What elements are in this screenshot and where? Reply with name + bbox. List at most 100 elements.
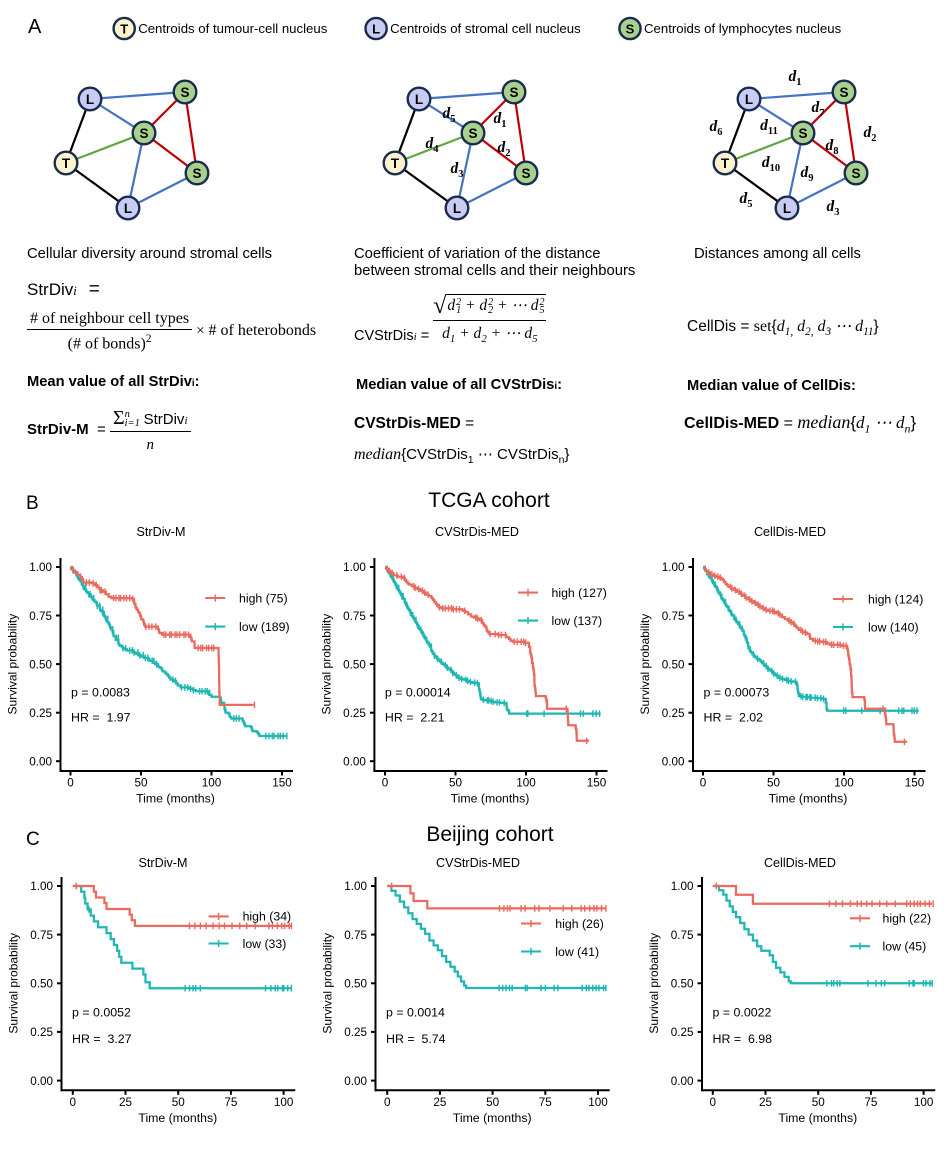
svg-text:S: S (139, 126, 148, 141)
svg-text:S: S (626, 21, 635, 36)
svg-text:CellDis-MED: CellDis-MED (754, 525, 826, 539)
svg-text:p = 0.00014: p = 0.00014 (385, 686, 451, 700)
svg-text:S: S (521, 166, 530, 181)
svg-text:75: 75 (539, 1096, 553, 1109)
svg-text:L: L (745, 92, 753, 107)
svg-text:d5: d5 (443, 105, 456, 125)
svg-text:Survival probability: Survival probability (647, 933, 661, 1034)
svg-text:HR = 5.74: HR = 5.74 (386, 1032, 446, 1046)
svg-text:Centroids of stromal cell nucl: Centroids of stromal cell nucleus (390, 21, 581, 36)
svg-text:100: 100 (834, 777, 854, 790)
svg-text:d2: d2 (498, 139, 511, 159)
svg-text:S: S (468, 126, 477, 141)
svg-text:L: L (783, 201, 791, 216)
svg-text:100: 100 (914, 1096, 934, 1109)
svg-text:Time (months): Time (months) (136, 792, 215, 806)
svg-text:Survival probability: Survival probability (319, 614, 333, 715)
svg-text:B: B (26, 493, 39, 514)
svg-text:T: T (120, 21, 128, 36)
svg-text:S: S (509, 85, 518, 100)
svg-text:0.50: 0.50 (344, 978, 367, 991)
svg-text:S: S (798, 126, 807, 141)
svg-text:75: 75 (864, 1096, 878, 1109)
svg-text:0.00: 0.00 (671, 1075, 694, 1088)
svg-text:150: 150 (272, 777, 292, 790)
svg-text:low (33): low (33) (243, 937, 287, 951)
svg-text:1.00: 1.00 (671, 880, 694, 893)
svg-text:S: S (180, 85, 189, 100)
svg-text:StrDiv-M: StrDiv-M (137, 525, 186, 539)
svg-text:high (75): high (75) (239, 591, 288, 605)
svg-text:C: C (26, 829, 40, 850)
svg-text:S: S (839, 85, 848, 100)
svg-text:d5: d5 (740, 190, 753, 210)
svg-text:0.50: 0.50 (662, 658, 685, 671)
svg-text:0: 0 (710, 1096, 717, 1109)
svg-text:0.75: 0.75 (662, 610, 685, 623)
svg-text:0.00: 0.00 (343, 755, 366, 768)
svg-text:0.50: 0.50 (29, 658, 52, 671)
svg-text:50: 50 (134, 777, 148, 790)
svg-text:0.25: 0.25 (344, 1026, 367, 1039)
svg-text:0.75: 0.75 (344, 929, 367, 942)
svg-text:1.00: 1.00 (344, 880, 367, 893)
svg-text:T: T (721, 156, 730, 171)
svg-text:high (34): high (34) (243, 910, 292, 924)
svg-text:150: 150 (587, 777, 607, 790)
svg-text:T: T (391, 156, 400, 171)
svg-text:p = 0.0014: p = 0.0014 (386, 1006, 445, 1020)
svg-text:low (137): low (137) (552, 614, 603, 628)
svg-text:25: 25 (433, 1096, 447, 1109)
svg-text:Time (months): Time (months) (138, 1111, 217, 1125)
svg-text:low (189): low (189) (239, 620, 290, 634)
svg-text:1.00: 1.00 (29, 561, 52, 574)
svg-text:0.75: 0.75 (30, 929, 53, 942)
svg-text:0.50: 0.50 (30, 978, 53, 991)
svg-text:A: A (28, 16, 42, 38)
svg-text:Time (months): Time (months) (451, 792, 530, 806)
svg-text:Time (months): Time (months) (778, 1111, 857, 1125)
svg-text:d11: d11 (760, 117, 778, 137)
svg-text:TCGA cohort: TCGA cohort (428, 489, 550, 512)
svg-text:S: S (851, 166, 860, 181)
svg-text:HR = 1.97: HR = 1.97 (71, 711, 131, 725)
svg-text:25: 25 (759, 1096, 773, 1109)
svg-text:0.00: 0.00 (662, 755, 685, 768)
svg-text:high (127): high (127) (552, 586, 607, 600)
svg-text:d4: d4 (426, 135, 440, 155)
svg-text:25: 25 (119, 1096, 133, 1109)
svg-text:0: 0 (384, 1096, 391, 1109)
svg-text:p = 0.00073: p = 0.00073 (704, 686, 770, 700)
svg-text:low (45): low (45) (883, 940, 927, 954)
svg-text:0.25: 0.25 (343, 707, 366, 720)
svg-text:Survival probability: Survival probability (638, 614, 652, 715)
svg-text:0.00: 0.00 (30, 1075, 53, 1088)
svg-text:0.00: 0.00 (29, 755, 52, 768)
svg-text:0.25: 0.25 (29, 707, 52, 720)
svg-text:100: 100 (516, 777, 536, 790)
svg-text:p = 0.0052: p = 0.0052 (72, 1006, 131, 1020)
svg-text:Survival probability: Survival probability (7, 933, 21, 1034)
svg-text:Centroids of lymphocytes nucle: Centroids of lymphocytes nucleus (644, 21, 842, 36)
svg-text:0.50: 0.50 (671, 978, 694, 991)
svg-text:0: 0 (700, 777, 707, 790)
svg-text:high (22): high (22) (883, 912, 932, 926)
svg-text:d3: d3 (451, 160, 464, 180)
svg-text:L: L (453, 201, 461, 216)
svg-text:0.00: 0.00 (344, 1075, 367, 1088)
svg-text:0.75: 0.75 (671, 929, 694, 942)
svg-text:100: 100 (588, 1096, 608, 1109)
svg-text:high (124): high (124) (868, 592, 923, 606)
svg-text:0: 0 (382, 777, 389, 790)
svg-text:0.50: 0.50 (343, 658, 366, 671)
svg-text:0.75: 0.75 (343, 610, 366, 623)
svg-text:150: 150 (905, 777, 925, 790)
svg-text:Beijing cohort: Beijing cohort (426, 823, 553, 846)
svg-text:50: 50 (449, 777, 463, 790)
svg-text:HR = 2.21: HR = 2.21 (385, 711, 445, 725)
svg-text:0.25: 0.25 (30, 1026, 53, 1039)
svg-text:Centroids of tumour-cell nucle: Centroids of tumour-cell nucleus (138, 21, 328, 36)
svg-text:d2: d2 (864, 124, 877, 144)
svg-text:1.00: 1.00 (343, 561, 366, 574)
svg-text:d10: d10 (762, 154, 780, 174)
